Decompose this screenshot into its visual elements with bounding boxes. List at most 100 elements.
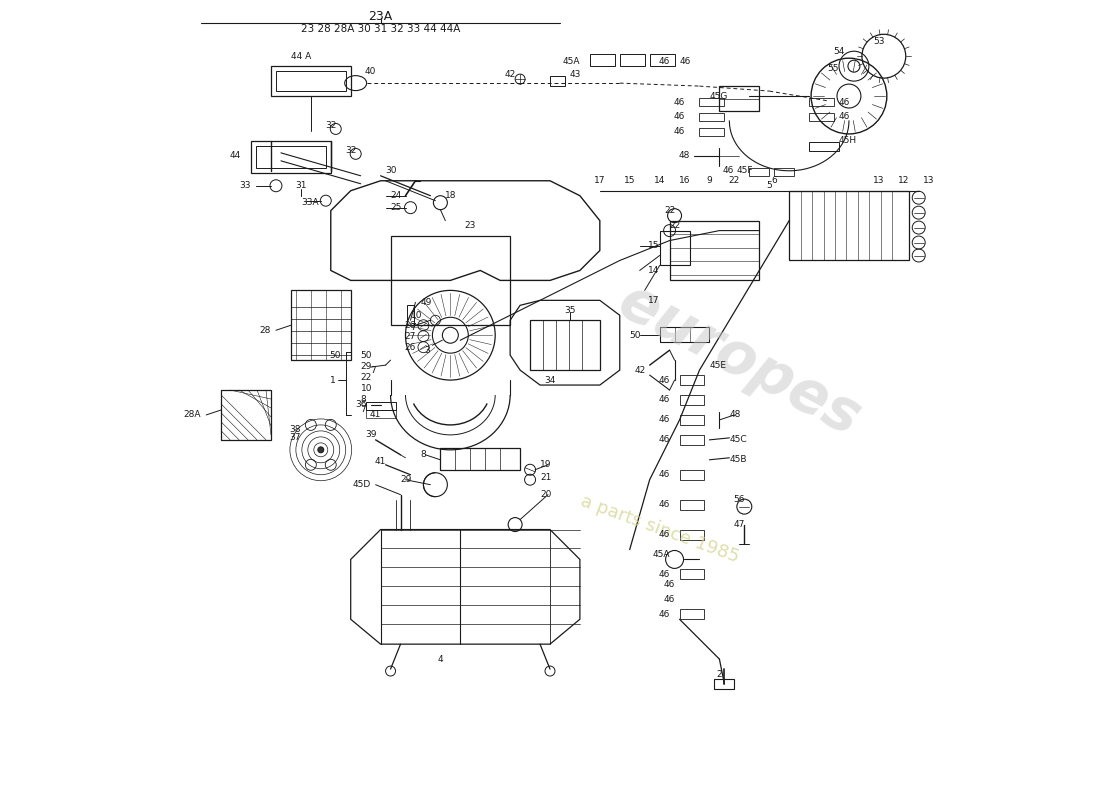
Text: 49: 49	[420, 298, 432, 307]
Text: 14: 14	[653, 176, 666, 186]
Text: 46: 46	[658, 375, 670, 385]
Text: 1: 1	[330, 375, 336, 385]
Bar	[749, 168, 769, 176]
Text: 45C: 45C	[729, 435, 747, 444]
Bar	[680, 375, 704, 385]
Text: 10: 10	[361, 383, 372, 393]
Bar	[530, 320, 600, 370]
Text: 12: 12	[898, 176, 910, 186]
Text: 53: 53	[873, 37, 884, 46]
Bar	[440, 448, 520, 470]
Text: 46: 46	[658, 530, 670, 539]
Text: 26: 26	[404, 321, 416, 330]
Text: 9: 9	[706, 176, 713, 186]
Text: 45D: 45D	[352, 480, 371, 490]
Bar	[810, 98, 834, 106]
Bar	[365, 402, 396, 410]
Bar	[680, 500, 704, 510]
Text: 46: 46	[673, 113, 684, 122]
Bar	[719, 86, 759, 111]
Bar	[407, 306, 415, 326]
Text: 47: 47	[734, 520, 745, 529]
Circle shape	[318, 447, 323, 453]
Text: 46: 46	[673, 98, 684, 106]
Text: 44: 44	[230, 151, 241, 160]
Text: 2: 2	[716, 670, 723, 678]
Text: 22: 22	[664, 206, 675, 215]
Text: 46: 46	[839, 113, 850, 122]
Bar	[810, 142, 839, 151]
Bar	[650, 54, 674, 66]
Text: 46: 46	[659, 57, 670, 66]
Text: 45A: 45A	[562, 57, 580, 66]
Text: 43: 43	[570, 70, 581, 78]
Text: 26: 26	[404, 342, 416, 352]
Bar	[700, 128, 725, 136]
Text: 21: 21	[540, 474, 551, 482]
Text: 40: 40	[365, 66, 376, 76]
Text: 35: 35	[564, 306, 575, 315]
Bar	[221, 390, 271, 440]
Text: 45F: 45F	[736, 166, 752, 175]
Bar	[680, 395, 704, 405]
Text: 19: 19	[540, 460, 551, 470]
Text: 38: 38	[289, 426, 301, 434]
Text: 29: 29	[361, 362, 372, 370]
Bar	[700, 98, 725, 106]
Text: 22: 22	[361, 373, 372, 382]
Text: 7: 7	[361, 406, 366, 414]
Bar	[680, 570, 704, 579]
Text: 46: 46	[663, 595, 674, 604]
Text: 45E: 45E	[710, 361, 726, 370]
Bar	[390, 235, 510, 326]
Bar	[810, 113, 834, 121]
Bar	[290, 290, 351, 360]
Text: 48: 48	[678, 151, 690, 160]
Bar	[700, 113, 725, 121]
Text: 32: 32	[326, 122, 337, 130]
Text: 5: 5	[767, 182, 772, 190]
Text: 33: 33	[240, 182, 251, 190]
Text: 42: 42	[634, 366, 646, 374]
Text: a parts since 1985: a parts since 1985	[578, 493, 741, 566]
Bar	[789, 190, 909, 261]
Text: 46: 46	[673, 127, 684, 137]
Bar	[619, 54, 645, 66]
Text: 50: 50	[629, 330, 641, 340]
Text: 50: 50	[329, 350, 341, 360]
Text: 46: 46	[658, 415, 670, 425]
Bar	[660, 327, 710, 342]
Text: 46: 46	[658, 435, 670, 444]
Text: 15: 15	[624, 176, 636, 186]
Bar	[590, 54, 615, 66]
Text: 17: 17	[648, 296, 660, 305]
Text: 23A: 23A	[368, 10, 393, 23]
Text: 42: 42	[505, 70, 516, 78]
Text: europes: europes	[608, 273, 870, 448]
Text: 46: 46	[663, 580, 674, 589]
Bar	[680, 435, 704, 445]
Bar	[670, 221, 759, 281]
Text: 44 A: 44 A	[290, 52, 311, 61]
Text: 16: 16	[679, 176, 691, 186]
Text: 24: 24	[390, 191, 402, 200]
Text: 41: 41	[375, 458, 386, 466]
Text: 28: 28	[260, 326, 271, 334]
Text: 34: 34	[544, 375, 556, 385]
Bar	[550, 76, 565, 86]
Text: 14: 14	[648, 266, 660, 275]
Text: 46: 46	[723, 166, 735, 175]
Text: 46: 46	[680, 57, 691, 66]
Text: 37: 37	[289, 434, 301, 442]
Text: 20: 20	[540, 490, 551, 499]
Text: 46: 46	[658, 610, 670, 618]
Text: 7: 7	[371, 366, 376, 374]
Text: 46: 46	[658, 570, 670, 579]
Text: 28A: 28A	[184, 410, 201, 419]
Text: 10: 10	[410, 310, 422, 320]
Text: 45H: 45H	[839, 137, 857, 146]
Text: 55: 55	[827, 64, 839, 73]
Bar	[774, 168, 794, 176]
Text: 23: 23	[464, 221, 476, 230]
Text: 46: 46	[839, 98, 850, 106]
